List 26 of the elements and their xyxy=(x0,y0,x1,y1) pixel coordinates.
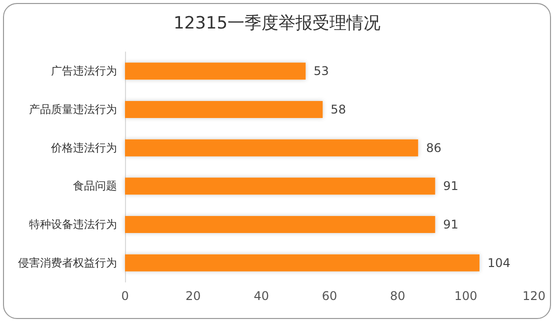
x-tick-label: 120 xyxy=(522,289,546,303)
bar xyxy=(125,139,418,156)
bar xyxy=(125,62,306,80)
data-label: 53 xyxy=(314,64,329,78)
bar xyxy=(125,216,436,233)
y-tick-label: 产品质量违法行为 xyxy=(29,103,117,116)
bar xyxy=(125,178,436,195)
x-tick-label: 40 xyxy=(254,289,269,303)
y-tick-label: 特种设备违法行为 xyxy=(29,218,117,231)
y-tick-label: 食品问题 xyxy=(73,180,117,193)
y-tick-label: 广告违法行为 xyxy=(51,64,117,78)
chart-title: 12315一季度举报受理情况 xyxy=(173,14,381,34)
x-tick-label: 0 xyxy=(121,289,129,303)
data-label: 104 xyxy=(487,256,510,270)
bar xyxy=(125,101,323,118)
data-label: 91 xyxy=(443,179,458,194)
data-label: 91 xyxy=(443,218,458,232)
x-tick-label: 80 xyxy=(390,289,406,303)
x-tick-label: 20 xyxy=(186,289,201,303)
x-tick-label: 60 xyxy=(322,289,338,303)
bar xyxy=(125,254,480,272)
y-tick-label: 侵害消费者权益行为 xyxy=(18,256,117,270)
x-tick-label: 100 xyxy=(454,289,478,303)
data-label: 86 xyxy=(426,140,442,155)
y-tick-label: 价格违法行为 xyxy=(50,141,117,154)
data-label: 58 xyxy=(330,102,346,116)
